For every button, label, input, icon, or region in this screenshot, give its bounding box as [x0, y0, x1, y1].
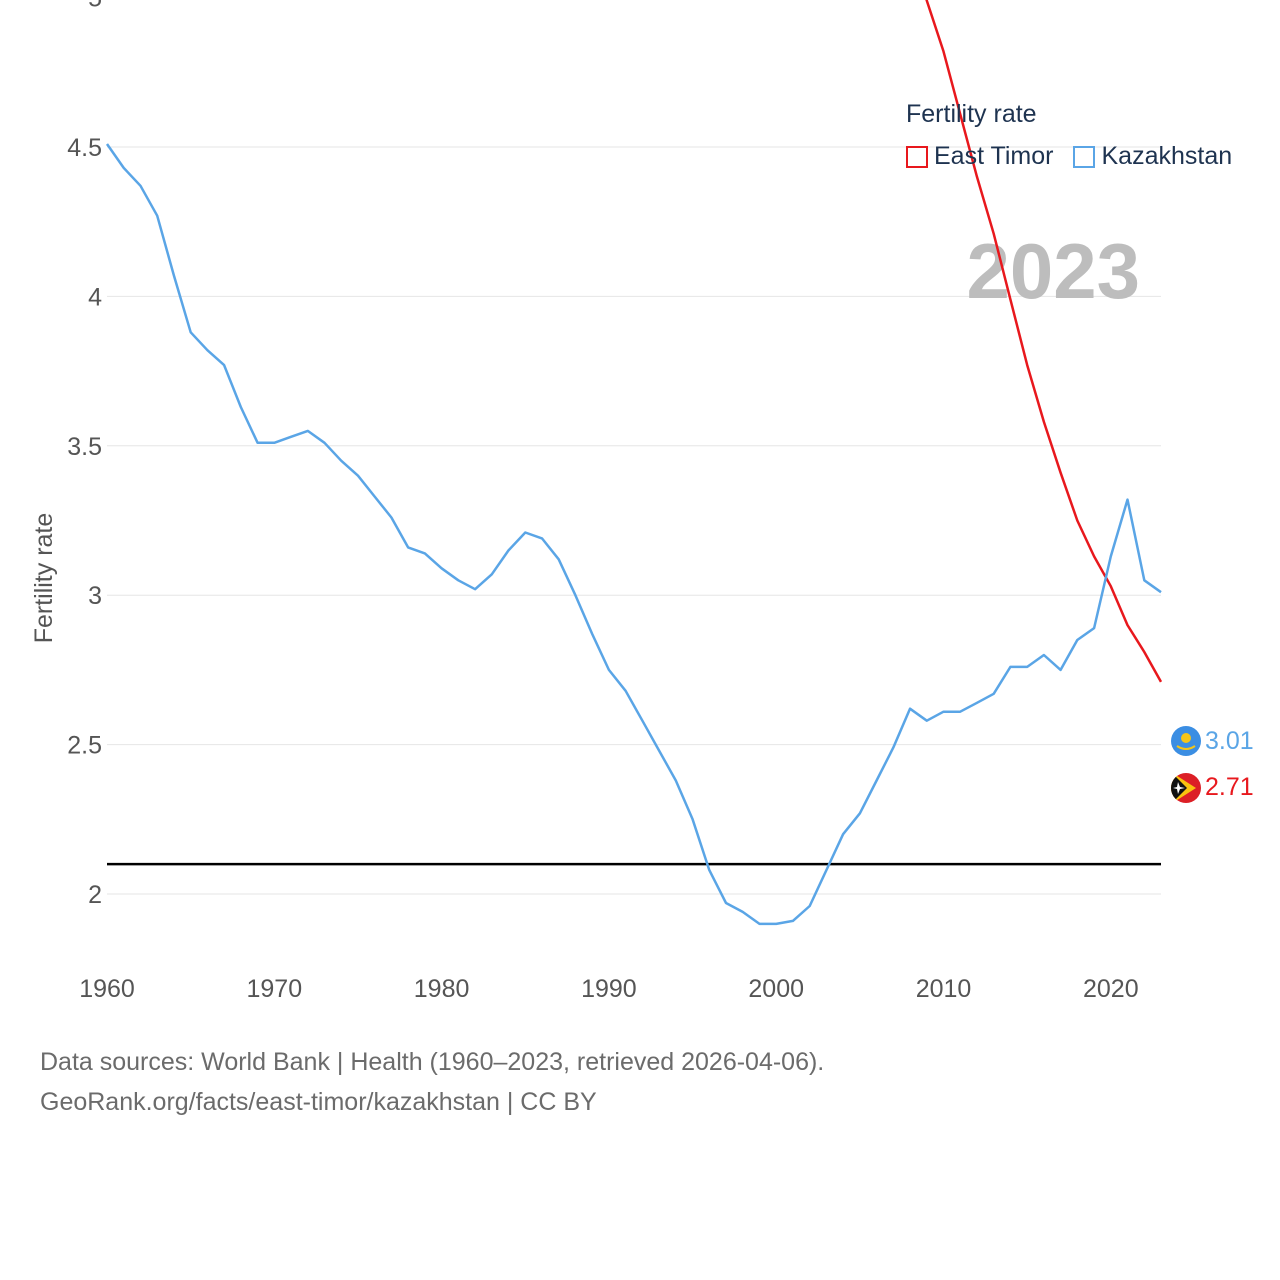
legend-item-east-timor[interactable]: East Timor [906, 142, 1053, 171]
x-tick-label: 1960 [79, 975, 135, 1003]
legend-swatch-kazakhstan [1073, 145, 1096, 168]
year-watermark: 2023 [966, 227, 1140, 315]
legend-swatch-east-timor [906, 145, 928, 168]
x-tick-label: 1970 [246, 975, 302, 1003]
x-axis-ticks: 1960 1970 1980 1990 2000 2010 2020 [79, 975, 1138, 1003]
y-axis-label: Fertility rate [30, 513, 58, 644]
y-tick-label: 3 [88, 582, 102, 610]
series-line-kazakhstan[interactable] [105, 143, 1162, 926]
series-line-east-timor[interactable] [107, 0, 1163, 683]
y-tick-label: 4.5 [67, 134, 102, 162]
series-lines [105, 0, 1163, 926]
source-note: Data sources: World Bank | Health (1960–… [40, 1042, 824, 1122]
y-tick-label: 2.5 [67, 732, 102, 760]
gridlines [107, 146, 1161, 895]
x-tick-label: 2010 [916, 975, 972, 1003]
y-axis-ticks: 22.533.544.555.566.5 [67, 0, 102, 909]
source-line-2[interactable]: GeoRank.org/facts/east-timor/kazakhstan … [40, 1088, 597, 1116]
end-markers: 3.01 2.71 [1171, 726, 1254, 803]
x-tick-label: 2020 [1083, 975, 1139, 1003]
legend-label-kazakhstan: Kazakhstan [1101, 142, 1233, 170]
legend: East Timor Kazakhstan [906, 142, 1252, 171]
y-tick-label: 5 [88, 0, 102, 13]
x-tick-label: 1990 [581, 975, 637, 1003]
y-tick-label: 2 [88, 881, 102, 909]
x-tick-label: 2000 [748, 975, 804, 1003]
east-timor-end-value: 2.71 [1205, 773, 1254, 801]
legend-title: Fertility rate [906, 100, 1037, 128]
x-tick-label: 1980 [414, 975, 470, 1003]
y-tick-label: 3.5 [67, 433, 102, 461]
legend-label-east-timor: East Timor [934, 142, 1054, 170]
y-tick-label: 4 [88, 283, 102, 311]
source-line-1: Data sources: World Bank | Health (1960–… [40, 1048, 825, 1076]
kazakhstan-end-value: 3.01 [1205, 727, 1254, 755]
legend-item-kazakhstan[interactable]: Kazakhstan [1073, 142, 1232, 171]
east-timor-flag-icon [1171, 773, 1201, 803]
kazakhstan-flag-icon [1171, 726, 1201, 756]
